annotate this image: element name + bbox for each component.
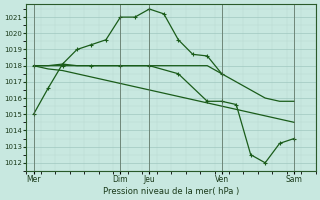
X-axis label: Pression niveau de la mer( hPa ): Pression niveau de la mer( hPa ) [103,187,239,196]
